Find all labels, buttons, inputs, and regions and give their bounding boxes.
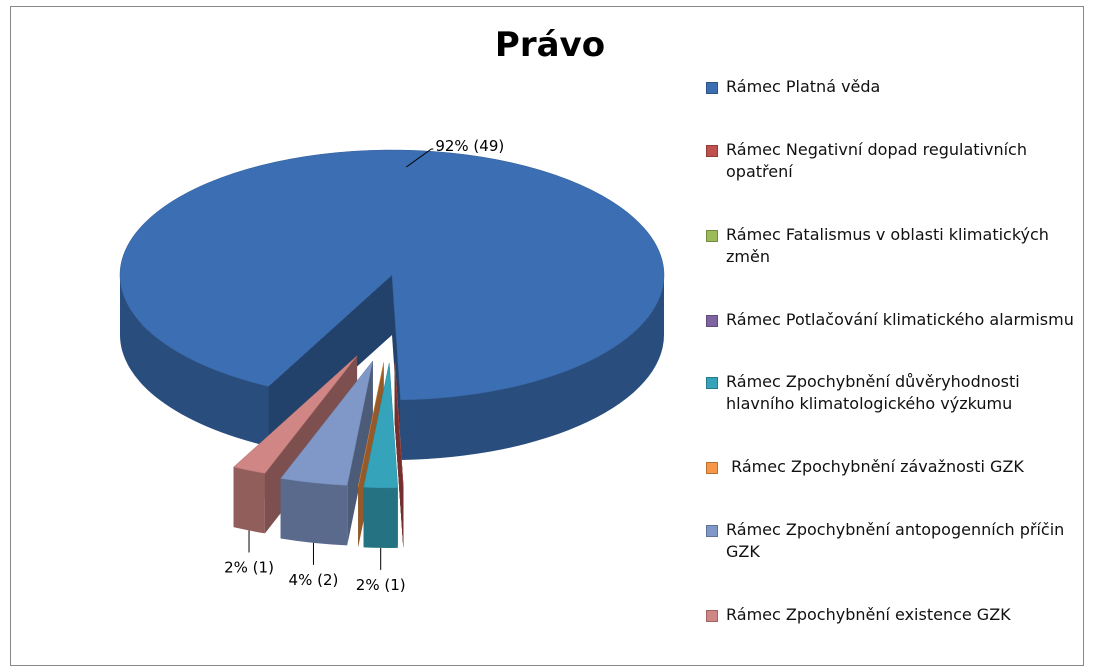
slice <box>280 360 374 486</box>
legend-item: Rámec Potlačování klimatického alarmismu <box>706 309 1081 331</box>
legend-swatch <box>706 82 718 94</box>
slice-side <box>280 478 348 546</box>
data-label: 4% (2) <box>289 571 339 589</box>
legend-label: Rámec Platná věda <box>726 77 881 96</box>
legend-item: Rámec Zpochybnění důvěryhodnosti hlavníh… <box>706 371 1081 415</box>
legend-label: Rámec Potlačování klimatického alarmismu <box>726 309 1074 329</box>
legend-label: Rámec Negativní dopad regulativních opat… <box>726 139 1033 181</box>
legend: Rámec Platná věda Rámec Negativní dopad r… <box>706 76 1081 626</box>
legend-swatch <box>706 229 718 242</box>
legend-swatch <box>706 314 718 327</box>
slice-side <box>120 275 269 447</box>
legend-swatch <box>706 144 718 157</box>
slice-side <box>233 467 265 534</box>
legend-item: Rámec Platná věda <box>706 76 1081 98</box>
legend-item: Rámec Zpochybnění závažnosti GZK <box>706 456 1081 478</box>
data-label: 92% (49) <box>435 137 504 155</box>
slice-face <box>268 275 392 447</box>
legend-swatch <box>706 525 718 538</box>
legend-label: Rámec Fatalismus v oblasti klimatických … <box>726 224 1055 266</box>
leader-line <box>406 148 434 168</box>
legend-swatch <box>706 609 718 622</box>
data-label: 2% (1) <box>224 558 274 576</box>
slice <box>233 355 358 474</box>
legend-label: Rámec Zpochybnění existence GZK <box>726 604 1011 624</box>
legend-label: Rámec Zpochybnění závažnosti GZK <box>726 457 1024 477</box>
slice <box>119 149 665 401</box>
slice <box>363 362 399 489</box>
legend-item: Rámec Negativní dopad regulativních opat… <box>706 139 1081 183</box>
data-label: 2% (1) <box>356 576 406 594</box>
legend-item: Rámec Fatalismus v oblasti klimatických … <box>706 224 1081 268</box>
chart-title: Právo <box>495 25 605 65</box>
legend-label: Rámec Zpochybnění antopogenních příčin G… <box>726 520 1070 562</box>
legend-swatch <box>706 462 718 475</box>
legend-label: Rámec Zpochybnění důvěryhodnosti hlavníh… <box>726 372 1025 414</box>
slice-face <box>394 362 404 548</box>
legend-item: Rámec Zpochybnění existence GZK <box>706 604 1081 626</box>
legend-item: Rámec Zpochybnění antopogenních příčin G… <box>706 519 1081 563</box>
legend-swatch <box>706 377 718 390</box>
slice-side <box>363 487 398 548</box>
slice-side <box>400 275 664 460</box>
